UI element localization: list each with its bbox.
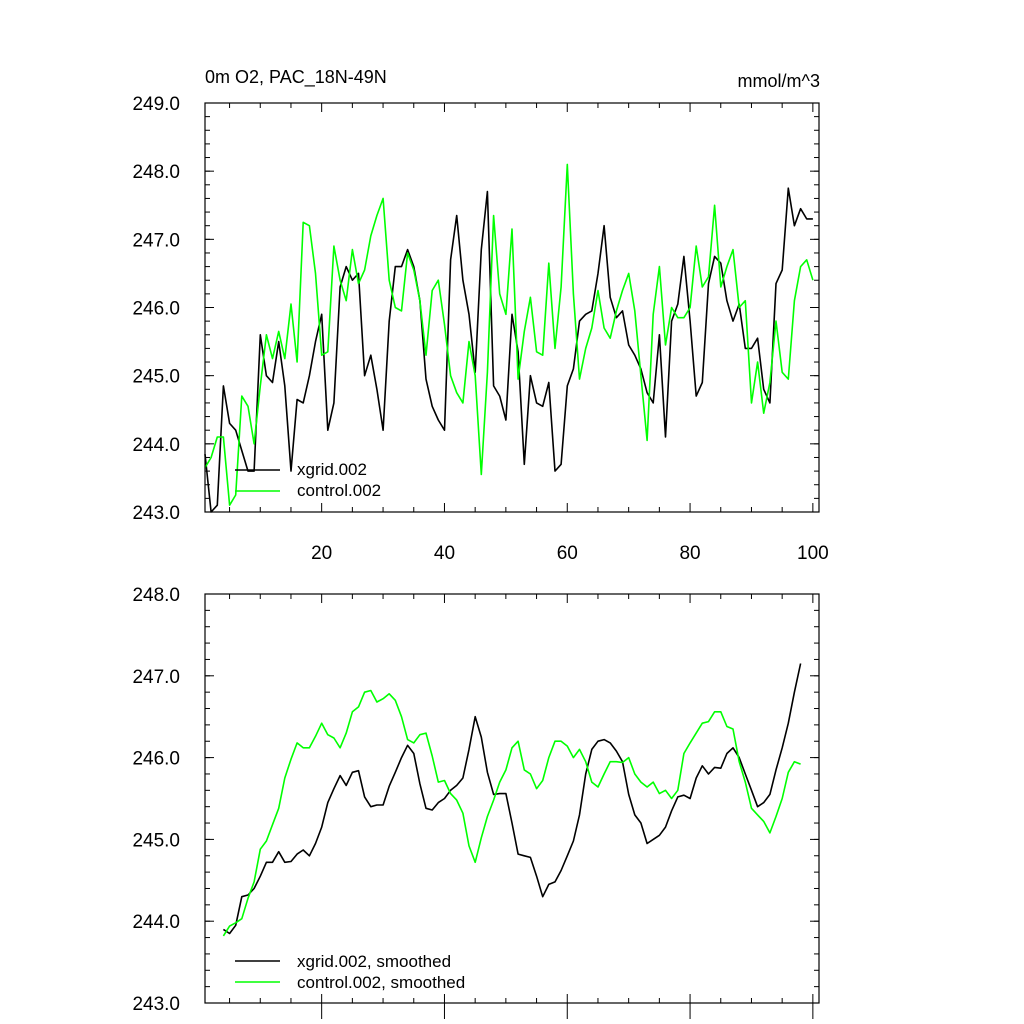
bottom-panel: 243.0 244.0 245.0 246.0 247.0 248.0 xgrid.002… (132, 585, 820, 1019)
x-tick-label: 100 (797, 543, 829, 564)
series-line-control-002-smoothed (222, 689, 801, 937)
bottom-panel-legend: xgrid.002, smoothed control.002, smoothe… (235, 952, 465, 992)
y-tick-label: 247.0 (132, 667, 180, 688)
y-tick-label: 246.0 (132, 749, 180, 770)
bottom-panel-y-tick-labels: 243.0 244.0 245.0 246.0 247.0 248.0 (132, 585, 180, 1015)
top-panel-units: mmol/m^3 (738, 71, 820, 91)
top-panel: 0m O2, PAC_18N-49N mmol/m^3 243.0244.024… (132, 67, 828, 564)
y-tick-label: 248.0 (132, 162, 180, 183)
top-panel-y-tick-labels: 243.0 244.0 245.0 246.0 247.0 248.0 249.0 (132, 94, 180, 524)
top-panel-ticks (205, 102, 819, 513)
y-tick-label: 244.0 (132, 912, 180, 933)
legend-label-xgrid: xgrid.002 (297, 460, 367, 479)
y-tick-label: 248.0 (132, 585, 180, 606)
y-tick-label: 247.0 (132, 230, 180, 251)
top-panel-frame (204, 102, 820, 513)
y-tick-label: 249.0 (132, 94, 180, 115)
y-tick-label: 243.0 (132, 503, 180, 524)
top-panel-x-tick-labels: 20 40 60 80 100 (311, 543, 829, 564)
top-panel-series (204, 163, 814, 513)
y-tick-label: 243.0 (132, 994, 180, 1015)
series-line-control-002 (204, 163, 814, 507)
bottom-panel-series (222, 663, 802, 937)
x-tick-label: 60 (557, 543, 578, 564)
y-tick-label: 246.0 (132, 299, 180, 320)
y-tick-label: 245.0 (132, 830, 180, 851)
legend-label-control: control.002 (297, 481, 381, 500)
legend-label-control-smoothed: control.002, smoothed (297, 973, 465, 992)
top-panel-legend: xgrid.002 control.002 (235, 460, 381, 500)
legend-label-xgrid-smoothed: xgrid.002, smoothed (297, 952, 451, 971)
bottom-panel-ticks (205, 593, 819, 1019)
series-line-xgrid-002 (204, 187, 813, 513)
y-tick-label: 244.0 (132, 435, 180, 456)
x-tick-label: 40 (434, 543, 455, 564)
x-tick-label: 80 (679, 543, 700, 564)
series-line-xgrid-002-smoothed (222, 663, 802, 935)
x-tick-label: 20 (311, 543, 332, 564)
top-panel-title: 0m O2, PAC_18N-49N (205, 67, 387, 88)
y-tick-label: 245.0 (132, 367, 180, 388)
bottom-panel-frame (204, 593, 820, 1004)
